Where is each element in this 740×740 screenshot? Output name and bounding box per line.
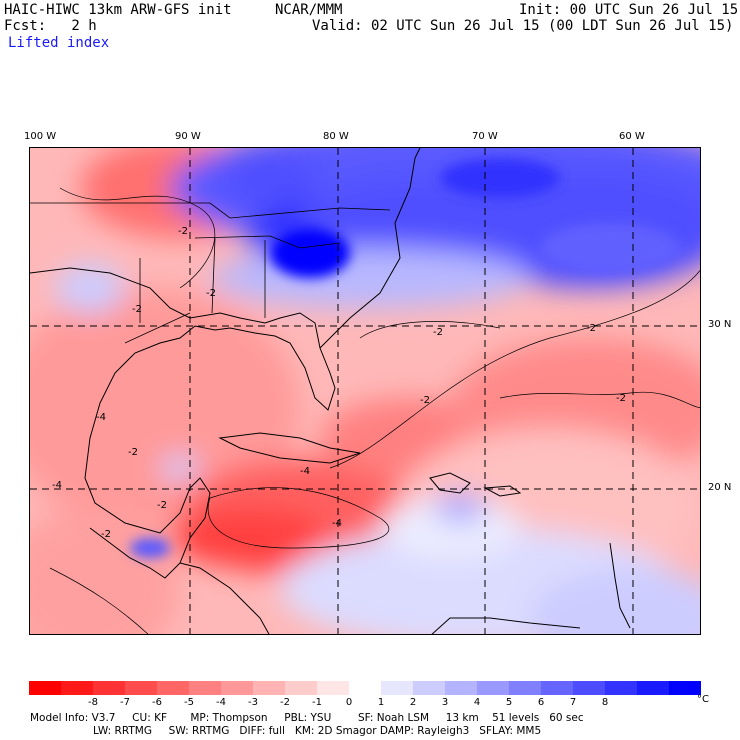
borders — [30, 202, 391, 344]
colorbar-tick-label: -6 — [152, 697, 162, 708]
colorbar-swatch — [125, 681, 157, 695]
colorbar-tick-label: -1 — [312, 697, 322, 708]
lifted-index-map: -2 -2 -2 -2 -2 -2 -2 -2 -2 -2 -4 -4 -4 -4 — [29, 147, 701, 635]
colorbar-swatch — [509, 681, 541, 695]
contour-label: -2 — [128, 447, 138, 458]
contours — [49, 187, 700, 634]
colorbar-swatch — [285, 681, 317, 695]
colorbar-swatch — [637, 681, 669, 695]
colorbar-tick-label: 7 — [569, 697, 577, 708]
colorbar-tick-label: -2 — [280, 697, 290, 708]
colorbar-tick-label: 3 — [441, 697, 449, 708]
contour-label: -2 — [420, 395, 430, 406]
colorbar-tick-label: -4 — [216, 697, 226, 708]
contour-label: -2 — [206, 288, 216, 299]
contour-label: -2 — [101, 529, 111, 540]
contour-label: -2 — [132, 304, 142, 315]
lon-label-100w: 100 W — [24, 131, 57, 142]
colorbar-swatch — [413, 681, 445, 695]
coastlines — [30, 148, 631, 634]
colorbar-swatch — [381, 681, 413, 695]
field-name: Lifted index — [8, 35, 110, 51]
lon-label-90w: 90 W — [175, 131, 201, 142]
colorbar-tick-label: -8 — [88, 697, 98, 708]
colorbar-swatch — [29, 681, 61, 695]
colorbar-tick-label: 8 — [601, 697, 609, 708]
colorbar-swatch — [317, 681, 349, 695]
lat-label-20n: 20 N — [708, 482, 732, 493]
contour-label: -4 — [52, 480, 62, 491]
colorbar-swatch — [157, 681, 189, 695]
colorbar-swatch — [477, 681, 509, 695]
colorbar-tick-label: 6 — [537, 697, 545, 708]
colorbar-swatch — [605, 681, 637, 695]
forecast-hour: Fcst: 2 h — [4, 18, 97, 34]
contour-label: -2 — [157, 500, 167, 511]
colorbar-tick-label: 0 — [345, 697, 353, 708]
colorbar-tick-label: 2 — [409, 697, 417, 708]
colorbar-swatch — [253, 681, 285, 695]
colorbar — [29, 681, 701, 695]
graticule — [30, 148, 700, 634]
lon-label-70w: 70 W — [472, 131, 498, 142]
colorbar-swatch — [93, 681, 125, 695]
contour-label: -4 — [96, 412, 106, 423]
colorbar-swatch — [61, 681, 93, 695]
init-time: Init: 00 UTC Sun 26 Jul 15 — [519, 2, 739, 18]
colorbar-swatch — [221, 681, 253, 695]
colorbar-swatch — [189, 681, 221, 695]
valid-time: Valid: 02 UTC Sun 26 Jul 15 (00 LDT Sun … — [312, 18, 734, 34]
colorbar-swatch — [573, 681, 605, 695]
lat-label-30n: 30 N — [708, 319, 732, 330]
map-canvas: -2 -2 -2 -2 -2 -2 -2 -2 -2 -2 -4 -4 -4 -4 — [30, 148, 700, 634]
colorbar-tick-label: -7 — [120, 697, 130, 708]
colorbar-tick-label: 4 — [473, 697, 481, 708]
lon-label-60w: 60 W — [619, 131, 645, 142]
colorbar-tick-label: 1 — [377, 697, 385, 708]
contour-label: -2 — [178, 226, 188, 237]
colorbar-swatch — [445, 681, 477, 695]
colorbar-tick-label: -5 — [184, 697, 194, 708]
org-label: NCAR/MMM — [275, 2, 343, 18]
contour-label: -4 — [300, 466, 310, 477]
colorbar-swatch — [541, 681, 573, 695]
model-info-line1: Model Info: V3.7 CU: KF MP: Thompson PBL… — [30, 712, 584, 724]
contour-labels: -2 -2 -2 -2 -2 -2 -2 -2 -2 -2 -4 -4 -4 -4 — [52, 226, 626, 540]
contour-label: -2 — [616, 393, 626, 404]
contour-label: -4 — [332, 518, 342, 529]
model-title: HAIC-HIWC 13km ARW-GFS init — [4, 2, 232, 18]
colorbar-tick-label: -3 — [248, 697, 258, 708]
contour-label: -2 — [586, 323, 596, 334]
contour-label: -2 — [433, 327, 443, 338]
colorbar-swatch — [669, 681, 701, 695]
colorbar-swatch — [349, 681, 381, 695]
field-details — [130, 158, 680, 558]
model-info-line2: LW: RRTMG SW: RRTMG DIFF: full KM: 2D Sm… — [93, 725, 542, 737]
colorbar-tick-label: 5 — [505, 697, 513, 708]
colorbar-unit: °C — [697, 694, 709, 705]
lon-label-80w: 80 W — [323, 131, 349, 142]
